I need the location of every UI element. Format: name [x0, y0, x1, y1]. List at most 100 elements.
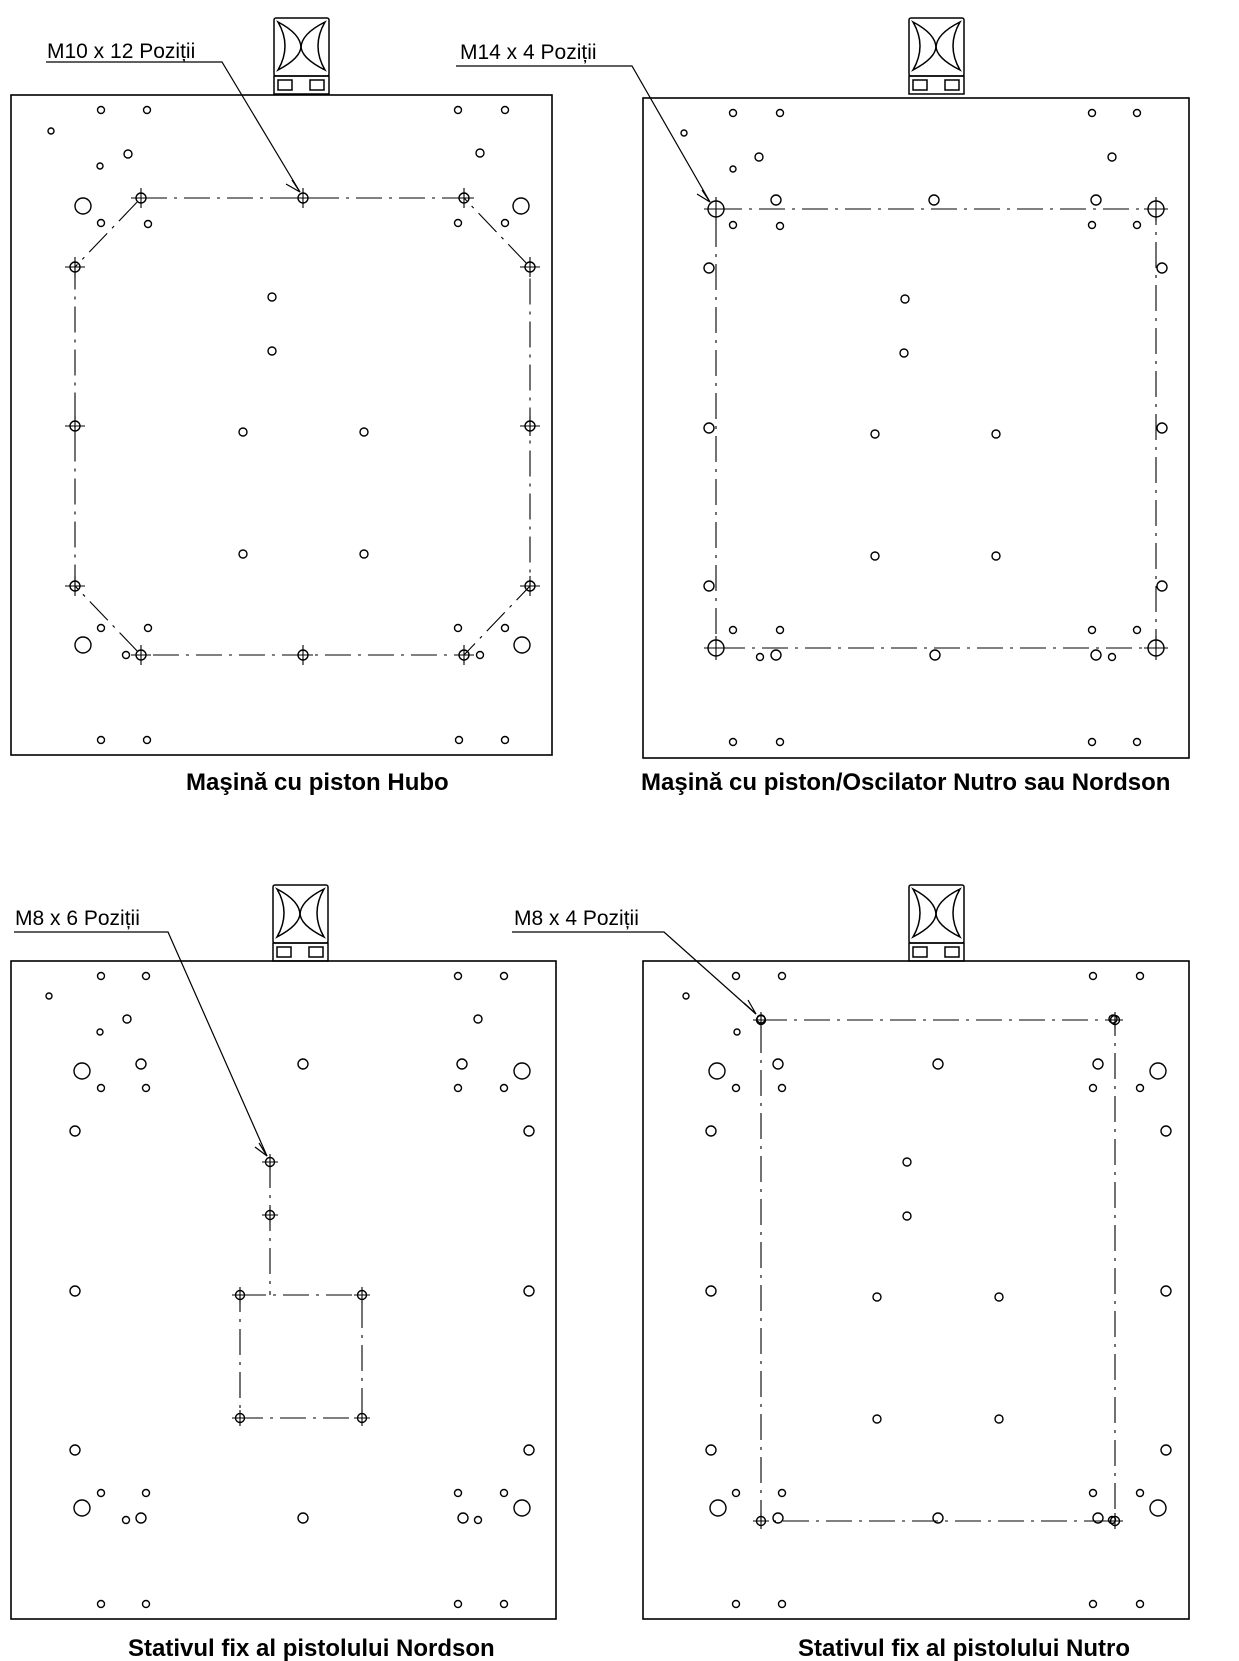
mounting-hole: [297, 1512, 309, 1524]
mounting-hole: [96, 1599, 106, 1609]
mounting-hole: [994, 1292, 1004, 1302]
bolt-rectangle-path: [715, 208, 1157, 649]
mounting-hole: [135, 1512, 147, 1524]
drawing-caption: Maşină cu piston/Oscilator Nutro sau Nor…: [641, 769, 1170, 796]
callout-leader: [456, 65, 711, 203]
mounting-hole: [1135, 1599, 1145, 1609]
plate-outline: [642, 960, 1190, 1620]
clamp-bracket-icon: [272, 884, 329, 962]
taps: [753, 1012, 1123, 1529]
mounting-hole: [1107, 652, 1117, 662]
callout-label: M8 x 6 Poziții: [15, 907, 140, 930]
mounting-hole: [473, 1014, 483, 1024]
tapped-hole-crosshair: [1144, 636, 1168, 660]
mounting-hole: [143, 623, 153, 633]
mounting-hole: [1156, 580, 1168, 592]
mounting-hole: [500, 623, 510, 633]
mounting-hole: [1090, 649, 1102, 661]
mounting-hole: [731, 1599, 741, 1609]
mounting-hole: [872, 1292, 882, 1302]
mounting-hole: [775, 108, 785, 118]
mounting-hole: [238, 427, 248, 437]
clamp-bracket-icon: [273, 17, 330, 95]
mounting-hole: [96, 218, 106, 228]
mounting-hole: [756, 1014, 766, 1024]
mounting-hole: [772, 1058, 784, 1070]
mounting-hole: [1087, 108, 1097, 118]
mounting-hole: [499, 1083, 509, 1093]
mounting-hole: [96, 735, 106, 745]
taps: [704, 197, 1168, 660]
mounting-hole: [728, 737, 738, 747]
drawing-nordson-fixed-stand: M8 x 6 Poziții Stativul fix al pistolulu…: [10, 884, 557, 1661]
tapped-hole-crosshair: [520, 416, 540, 436]
mounting-hole: [1087, 737, 1097, 747]
holes: [47, 105, 531, 745]
mounting-hole: [872, 1414, 882, 1424]
mounting-hole: [728, 625, 738, 635]
mounting-hole: [513, 1062, 531, 1080]
mounting-hole: [523, 1125, 535, 1137]
mounting-hole: [731, 1488, 741, 1498]
mounting-hole: [703, 422, 715, 434]
mounting-hole: [96, 1083, 106, 1093]
tapped-hole-crosshair: [1144, 197, 1168, 221]
tapped-hole-crosshair: [753, 1513, 769, 1529]
mounting-hole: [453, 971, 463, 981]
mounting-hole: [1108, 1014, 1118, 1024]
mounting-hole: [142, 105, 152, 115]
mounting-hole: [708, 1062, 726, 1080]
mounting-hole: [705, 1125, 717, 1137]
mounting-hole: [523, 1285, 535, 1297]
mounting-hole: [473, 1515, 483, 1525]
mounting-hole: [73, 1062, 91, 1080]
callout-leader: [512, 931, 757, 1015]
mounting-hole: [1107, 1515, 1117, 1525]
mounting-hole: [682, 992, 690, 1000]
mounting-hole: [500, 218, 510, 228]
mounting-hole: [928, 194, 940, 206]
callout-label: M10 x 12 Poziții: [47, 40, 195, 63]
drawing-caption: Stativul fix al pistolului Nordson: [128, 1635, 495, 1661]
mounting-hole: [359, 549, 369, 559]
mounting-hole: [870, 429, 880, 439]
mounting-hole: [728, 108, 738, 118]
mounting-hole: [96, 162, 104, 170]
drawing-caption: Stativul fix al pistolului Nutro: [798, 1635, 1130, 1661]
mounting-hole: [731, 1083, 741, 1093]
mounting-hole: [297, 1058, 309, 1070]
mounting-hole: [238, 549, 248, 559]
plate-outline: [10, 960, 557, 1620]
mounting-hole: [453, 1488, 463, 1498]
mounting-hole: [74, 636, 92, 654]
clamp-bracket-icon: [908, 17, 965, 95]
mounting-hole: [499, 971, 509, 981]
mounting-hole: [69, 1125, 81, 1137]
mounting-hole: [1149, 1499, 1167, 1517]
holes: [45, 971, 535, 1609]
mounting-hole: [73, 1499, 91, 1517]
mounting-hole: [899, 348, 909, 358]
mounting-hole: [141, 1083, 151, 1093]
mounting-hole: [135, 1058, 147, 1070]
mounting-hole: [1132, 220, 1142, 230]
tapped-hole-crosshair: [454, 645, 474, 665]
tapped-hole-crosshair: [704, 636, 728, 660]
drawing-nutro-fixed-stand: M8 x 4 Poziții Stativul fix al pistolulu…: [512, 884, 1190, 1661]
taps: [65, 188, 540, 665]
mounting-hole: [141, 1599, 151, 1609]
tapped-hole-crosshair: [293, 188, 313, 208]
mounting-hole: [703, 262, 715, 274]
mounting-hole: [772, 1512, 784, 1524]
tapped-hole-crosshair: [262, 1207, 278, 1223]
mounting-hole: [1156, 262, 1168, 274]
mounting-hole: [775, 737, 785, 747]
mounting-hole: [1088, 1488, 1098, 1498]
mounting-hole: [994, 1414, 1004, 1424]
mounting-hole: [754, 152, 764, 162]
tapped-hole-crosshair: [520, 257, 540, 277]
mounting-hole: [1135, 971, 1145, 981]
mounting-hole: [454, 735, 464, 745]
mounting-hole: [499, 1599, 509, 1609]
mounting-hole: [728, 220, 738, 230]
